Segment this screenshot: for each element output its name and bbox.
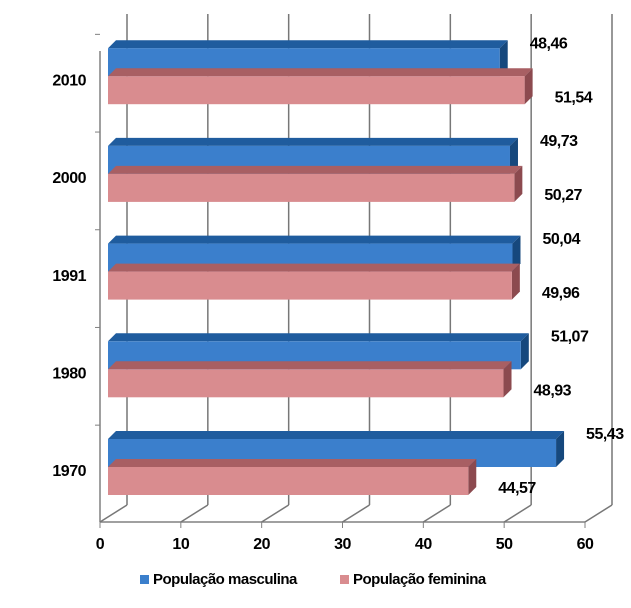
bar bbox=[108, 467, 469, 495]
bar-side bbox=[556, 431, 565, 467]
bar-top bbox=[108, 263, 520, 272]
y-tick-label: 1980 bbox=[52, 366, 86, 383]
bar bbox=[108, 173, 515, 202]
x-tick-label: 60 bbox=[577, 536, 594, 553]
value-label: 50,04 bbox=[542, 231, 580, 248]
x-tick-label: 50 bbox=[496, 536, 513, 553]
bar-top bbox=[108, 40, 508, 49]
bar-side bbox=[524, 68, 533, 105]
y-tick-label: 1991 bbox=[52, 268, 86, 285]
x-tick-label: 20 bbox=[253, 536, 270, 553]
bar-top bbox=[108, 431, 565, 439]
y-tick-label: 2010 bbox=[52, 72, 86, 89]
x-tick-label: 30 bbox=[334, 536, 351, 553]
y-tick-label: 2000 bbox=[52, 170, 86, 187]
legend-swatch bbox=[340, 575, 349, 584]
value-label: 55,43 bbox=[586, 426, 624, 443]
bar bbox=[108, 76, 525, 105]
grid-line bbox=[99, 504, 128, 523]
bar-top bbox=[108, 68, 533, 77]
value-label: 49,96 bbox=[542, 285, 580, 302]
x-tick-label: 40 bbox=[415, 536, 432, 553]
value-label: 51,07 bbox=[551, 329, 589, 346]
bar-top bbox=[108, 165, 523, 174]
x-tick-label: 0 bbox=[96, 536, 105, 553]
bar-top bbox=[108, 459, 477, 467]
grid-line bbox=[180, 504, 209, 523]
value-label: 51,54 bbox=[555, 89, 593, 106]
bar-side bbox=[514, 165, 523, 202]
bar bbox=[108, 369, 504, 398]
y-tick-label: 1970 bbox=[52, 463, 86, 480]
grid-line bbox=[584, 504, 613, 523]
bar-top bbox=[108, 333, 529, 342]
legend-label: População masculina bbox=[153, 571, 298, 588]
grid-line bbox=[422, 504, 451, 523]
grid-line bbox=[342, 504, 370, 523]
value-label: 44,57 bbox=[498, 480, 536, 497]
bar bbox=[108, 271, 512, 300]
bar-side bbox=[503, 361, 512, 398]
bar-side bbox=[512, 235, 521, 272]
value-label: 49,73 bbox=[540, 133, 578, 150]
bar-top bbox=[108, 137, 518, 146]
value-label: 48,93 bbox=[534, 383, 572, 400]
grid-line bbox=[503, 504, 532, 523]
grid-line bbox=[261, 504, 290, 523]
bar-side bbox=[499, 40, 508, 77]
bar-side bbox=[509, 137, 518, 174]
value-label: 50,27 bbox=[544, 187, 582, 204]
bar-side bbox=[468, 459, 477, 495]
bar-side bbox=[520, 333, 529, 370]
bar-side bbox=[511, 263, 520, 300]
bar-top bbox=[108, 235, 521, 244]
x-tick-label: 10 bbox=[172, 536, 189, 553]
value-label: 48,46 bbox=[530, 35, 568, 52]
legend-label: População feminina bbox=[353, 571, 487, 588]
bar-top bbox=[108, 361, 512, 370]
legend-swatch bbox=[140, 575, 149, 584]
